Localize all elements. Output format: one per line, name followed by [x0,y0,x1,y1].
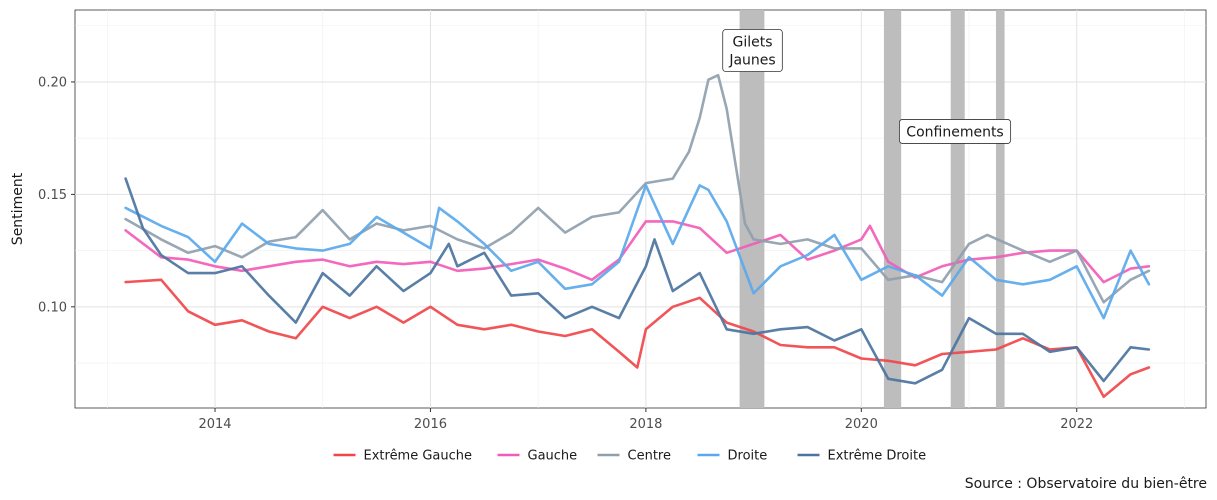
annotation-text: Confinements [906,124,1003,140]
annotation-label: Gilets Jaunes [722,29,783,72]
source-note: Source : Observatoire du bien-être [965,476,1207,492]
x-tick-label: 2016 [414,417,447,432]
series-line [124,73,1151,304]
legend-item: Gauche [497,449,578,464]
shaded-period [950,10,965,408]
x-tick-label: 2014 [198,417,231,432]
annotations: Gilets Jaunes Confinements [722,29,1012,144]
series-line [124,278,1151,399]
legend-label: Centre [628,449,671,464]
annotation-text: Jaunes [728,52,775,68]
major-gridlines [75,10,1206,408]
legend-label: Gauche [528,449,578,464]
series-lines [124,73,1151,399]
legend-label: Droite [728,449,768,464]
series-line [124,220,1151,284]
legend-item: Extrême Droite [797,449,927,464]
x-tick-label: 2020 [845,417,878,432]
legend-label: Extrême Droite [828,449,927,464]
y-axis-ticks: 0.10 0.15 0.20 [38,75,75,315]
shaded-period [883,10,902,408]
annotation-box [899,119,1012,144]
y-tick-label: 0.10 [38,300,67,315]
y-axis-title: Sentiment [10,172,26,245]
legend: Extrême Gauche Gauche Centre Droite Extrême … [333,449,927,464]
x-tick-label: 2018 [629,417,662,432]
shaded-period [995,10,1005,408]
series-line [124,177,1151,385]
legend-item: Droite [697,449,768,464]
y-tick-label: 0.20 [38,75,67,90]
annotation-box [722,29,783,72]
y-tick-label: 0.15 [38,188,67,203]
x-axis-ticks: 2014 2016 2018 2020 2022 [198,408,1093,432]
annotation-label: Confinements [899,119,1012,144]
series-line [124,184,1151,320]
legend-label: Extrême Gauche [364,449,473,464]
legend-item: Extrême Gauche [333,449,473,464]
legend-item: Centre [597,449,671,464]
x-tick-label: 2022 [1060,417,1093,432]
annotation-text: Gilets [733,34,773,50]
minor-gridlines [75,10,1206,408]
